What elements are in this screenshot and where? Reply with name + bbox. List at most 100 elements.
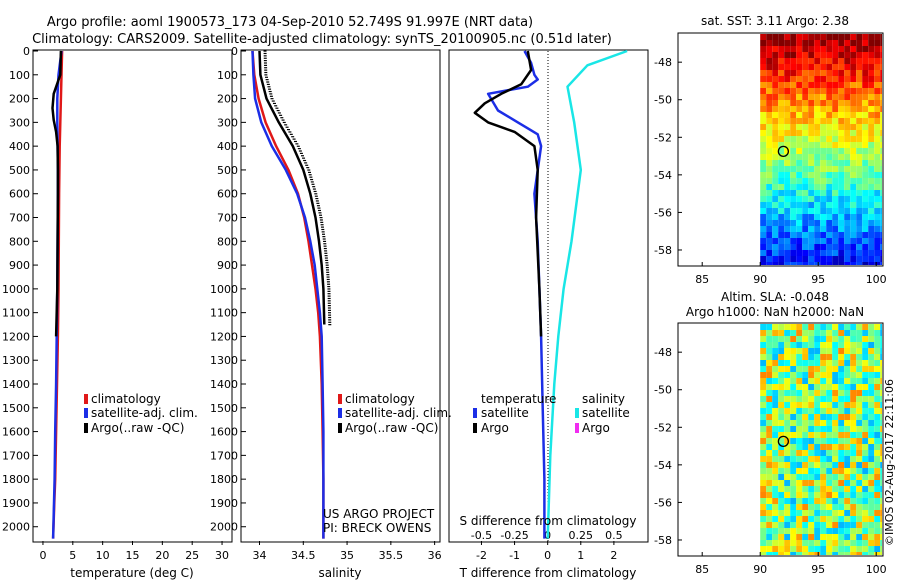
map-cell [826, 390, 833, 396]
map-cell [874, 76, 881, 82]
map-cell [850, 220, 857, 226]
map-cell [820, 130, 827, 136]
map-cell [760, 82, 767, 88]
map-cell [844, 414, 851, 420]
map-cell [760, 342, 767, 348]
map-cell [874, 534, 881, 540]
map-cell [760, 196, 767, 202]
map-cell [868, 58, 875, 64]
map-cell [808, 498, 815, 504]
depth-tick-label: 1000 [2, 283, 30, 296]
map-cell [778, 154, 785, 160]
map-cell [826, 462, 833, 468]
map-cell [850, 34, 857, 40]
map-cell [844, 444, 851, 450]
map-cell [772, 124, 779, 130]
map-cell [850, 390, 857, 396]
map-cell [880, 432, 882, 438]
map-cell [802, 40, 809, 46]
map-cell [790, 46, 797, 52]
map-cell [808, 348, 815, 354]
map-cell [784, 238, 791, 244]
map-cell [790, 94, 797, 100]
map-cell [868, 336, 875, 342]
map-cell [802, 522, 809, 528]
argo-salinity-point [327, 285, 331, 288]
map-cell [838, 154, 845, 160]
map-cell [808, 408, 815, 414]
map-cell [808, 88, 815, 94]
map-cell [766, 504, 773, 510]
map-cell [808, 468, 815, 474]
map-cell [856, 486, 863, 492]
map-cell [772, 492, 779, 498]
map-cell [802, 426, 809, 432]
map-cell [832, 130, 839, 136]
map-cell [838, 262, 845, 265]
map-cell [796, 238, 803, 244]
argo-position-marker [777, 435, 790, 448]
map-cell [814, 52, 821, 58]
map-cell [856, 546, 863, 552]
argo-salinity-point [271, 100, 275, 102]
map-cell [844, 202, 851, 208]
map-cell [790, 366, 797, 372]
map-cell [880, 438, 882, 444]
map-cell [826, 408, 833, 414]
map-cell [772, 40, 779, 46]
map-cell [778, 420, 785, 426]
map-cell [760, 130, 767, 136]
map-cell [844, 70, 851, 76]
map-cell [772, 474, 779, 480]
map-cell [772, 480, 779, 486]
map-cell [778, 148, 785, 154]
map-cell [826, 468, 833, 474]
map-cell [826, 88, 833, 94]
map-cell [760, 154, 767, 160]
map-cell [844, 190, 851, 196]
map-cell [826, 256, 833, 262]
map-cell [856, 372, 863, 378]
map-cell [772, 34, 779, 40]
map-cell [826, 58, 833, 64]
map-cell [802, 324, 809, 330]
map-cell [832, 208, 839, 214]
map-cell [856, 184, 863, 190]
argo-salinity-point [268, 90, 272, 93]
map-cell [844, 366, 851, 372]
map-cell [814, 474, 821, 480]
map-cell [850, 372, 857, 378]
map-cell [862, 232, 869, 238]
map-cell [868, 462, 875, 468]
map-cell [802, 190, 809, 196]
map-cell [874, 396, 881, 402]
map-cell [850, 486, 857, 492]
argo-salinity-point [326, 281, 330, 283]
map-cell [868, 444, 875, 450]
map-cell [784, 64, 791, 70]
map-cell [820, 142, 827, 148]
map-cell [838, 52, 845, 58]
map-cell [838, 324, 845, 330]
map-cell [772, 208, 779, 214]
argo-salinity-point [264, 76, 268, 78]
map-cell [832, 250, 839, 256]
map-cell [880, 112, 882, 118]
map-cell [772, 450, 779, 456]
map-cell [880, 486, 882, 492]
map-cell [880, 534, 882, 540]
argo-salinity-point [291, 136, 295, 138]
argo-salinity-point [277, 112, 281, 114]
map-cell [802, 184, 809, 190]
map-cell [778, 432, 785, 438]
map-cell [814, 64, 821, 70]
map-cell [784, 492, 791, 498]
map-cell [766, 34, 773, 40]
map-cell [808, 238, 815, 244]
map-cell [832, 546, 839, 552]
map-cell [844, 390, 851, 396]
map-cell [802, 456, 809, 462]
map-cell [808, 438, 815, 444]
map-cell [784, 256, 791, 262]
